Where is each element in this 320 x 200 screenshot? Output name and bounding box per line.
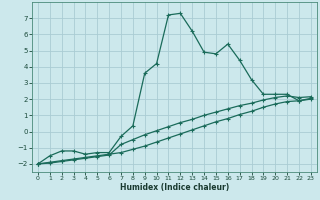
X-axis label: Humidex (Indice chaleur): Humidex (Indice chaleur) [120,183,229,192]
